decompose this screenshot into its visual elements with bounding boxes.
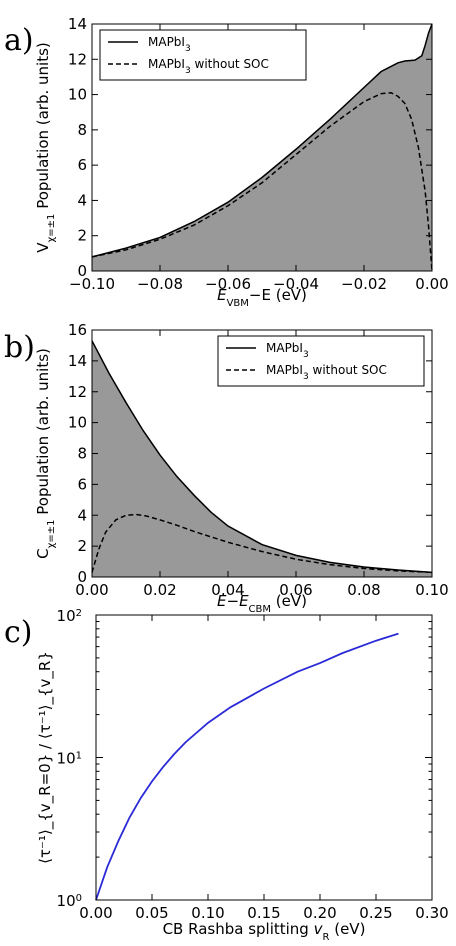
y-tick-label: 0 [77,568,87,586]
x-tick-label: 0.15 [247,904,280,922]
area-fill [92,24,432,271]
y-tick-label: 14 [68,352,87,370]
y-tick-label: 8 [77,121,87,139]
panel-label: c) [4,615,33,650]
y-axis-label: Vχ=±1 Population (arb. units) [34,42,57,253]
x-axis-label: E−ECBM (eV) [217,592,307,615]
panel-label: a) [4,23,34,58]
panel-label: b) [4,330,35,365]
series-line-without-soc [91,92,433,272]
legend-entry: MAPbI3 without SOC [148,57,269,76]
x-tick-label: 0.25 [359,904,392,922]
x-tick-label: 0.05 [135,904,168,922]
legend: MAPbI3 MAPbI3 without SOC [99,29,307,81]
y-axis-label: ⟨τ⁻¹⟩_{v_R=0} / ⟨τ⁻¹⟩_{v_R} [36,651,55,864]
series-line [95,632,399,901]
y-tick-label: 16 [68,321,87,339]
plot-frame [91,23,433,272]
x-tick-label: 0.20 [303,904,336,922]
x-axis-label: EVBM−E (eV) [217,286,307,309]
x-tick-label: 0.00 [415,275,448,293]
legend-entry: MAPbI3 [266,341,309,360]
series-line-without-soc [91,513,433,574]
legend-entry: MAPbI3 without SOC [266,363,387,382]
y-tick-label: 4 [77,191,87,209]
x-tick-label: 0.10 [191,904,224,922]
y-tick-label: 14 [68,15,87,33]
area-fill [92,340,432,577]
y-tick-label: 10 [68,86,87,104]
panel-c: 0.00 0.05 0.10 0.15 0.20 0.25 0.30 100 101 102 c) C… [4,607,449,943]
x-axis-label: CB Rashba splitting vR (eV) [163,920,366,943]
x-tick-label: −0.10 [69,275,115,293]
y-tick-label: 2 [77,227,87,245]
y-tick-label: 100 [57,892,82,910]
x-tick-label: 0.30 [415,904,448,922]
x-tick-label: 0.00 [79,904,112,922]
x-tick-label: 0.04 [211,581,244,599]
x-tick-label: −0.06 [205,275,251,293]
legend-entry: MAPbI3 [148,35,191,54]
y-tick-label: 6 [77,475,87,493]
series-line-mapbi3 [91,340,433,574]
x-tick-label: 0.08 [347,581,380,599]
y-tick-label: 6 [77,156,87,174]
series-line-mapbi3 [91,23,433,258]
x-tick-label: −0.04 [273,275,319,293]
y-tick-label: 4 [77,506,87,524]
y-tick-label: 12 [68,383,87,401]
panel-a: −0.10 −0.08 −0.06 −0.04 −0.02 0.00 0 2 4 6 8 10 12 14… [4,15,449,309]
y-tick-label: 101 [57,750,82,768]
y-tick-label: 0 [77,262,87,280]
x-tick-label: 0.06 [279,581,312,599]
legend: MAPbI3 MAPbI3 without SOC [217,335,425,387]
y-tick-label: 8 [77,445,87,463]
panel-b: 0.00 0.02 0.04 0.06 0.08 0.10 0 2 4 6 8 10 12 14 16 b) E… [4,321,449,615]
y-tick-label: 2 [77,537,87,555]
legend-box [99,29,307,81]
y-tick-label: 12 [68,50,87,68]
legend-box [217,335,425,387]
y-axis-label: Cχ=±1 Population (arb. units) [34,348,57,559]
x-tick-label: 0.10 [415,581,448,599]
y-tick-label: 10 [68,414,87,432]
plot-frame [95,614,433,901]
x-tick-label: −0.08 [137,275,183,293]
x-tick-label: 0.02 [143,581,176,599]
x-tick-label: 0.00 [75,581,108,599]
x-tick-label: −0.02 [341,275,387,293]
y-tick-label: 102 [57,607,82,625]
